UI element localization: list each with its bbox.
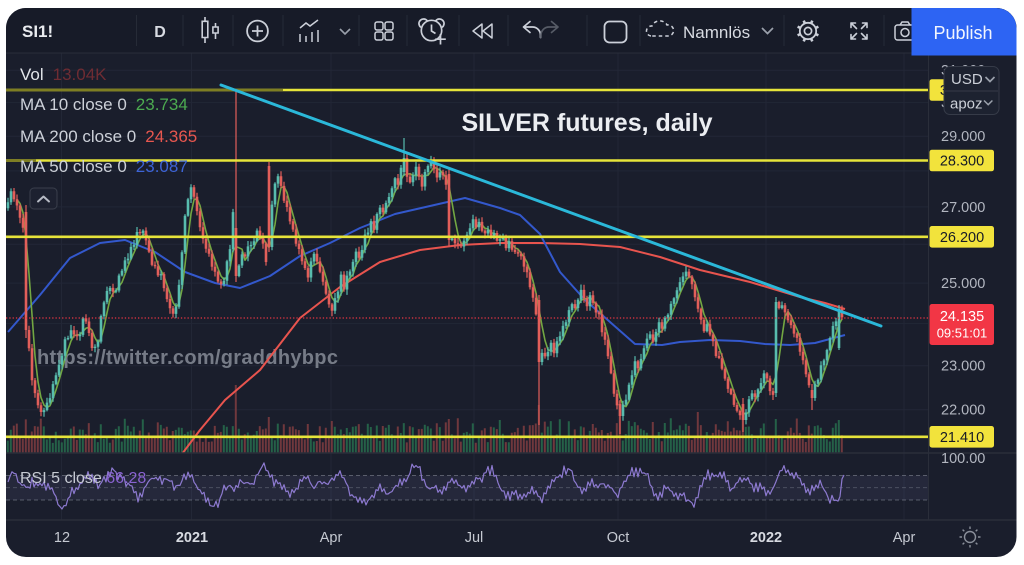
svg-text:SI1!: SI1!	[22, 22, 53, 41]
svg-text:apoz: apoz	[950, 96, 983, 113]
svg-text:28.300: 28.300	[940, 154, 984, 170]
svg-text:24.135: 24.135	[940, 309, 984, 325]
svg-text:21.410: 21.410	[940, 430, 984, 446]
svg-text:MA 50 close 023.087: MA 50 close 0 23.087	[20, 157, 188, 176]
svg-text:09:51:01: 09:51:01	[937, 326, 988, 341]
svg-text:USD: USD	[951, 71, 983, 88]
svg-text:D: D	[154, 24, 166, 41]
svg-text:23.000: 23.000	[941, 359, 985, 375]
svg-text:https://twitter.com/graddhybpc: https://twitter.com/graddhybpc	[37, 347, 338, 369]
svg-text:27.000: 27.000	[941, 200, 985, 216]
svg-text:2022: 2022	[750, 530, 782, 546]
svg-text:2021: 2021	[176, 530, 208, 546]
svg-text:29.000: 29.000	[941, 129, 985, 145]
svg-text:RSI 5 close 66.28: RSI 5 close 66.28	[20, 470, 146, 487]
svg-text:100.00: 100.00	[941, 451, 985, 467]
svg-text:Oct: Oct	[607, 530, 630, 546]
svg-text:26.200: 26.200	[940, 230, 984, 246]
svg-text:12: 12	[54, 530, 70, 546]
svg-text:Publish: Publish	[933, 23, 992, 43]
svg-text:SILVER futures, daily: SILVER futures, daily	[462, 109, 713, 137]
svg-text:MA 200 close 024.365: MA 200 close 0 24.365	[20, 127, 197, 146]
svg-text:MA 10 close 023.734: MA 10 close 0 23.734	[20, 95, 188, 114]
svg-text:25.000: 25.000	[941, 276, 985, 292]
svg-text:Apr: Apr	[320, 530, 343, 546]
svg-text:Namnlös: Namnlös	[683, 23, 750, 42]
svg-text:Apr: Apr	[893, 530, 916, 546]
svg-text:Jul: Jul	[465, 530, 484, 546]
svg-text:22.000: 22.000	[941, 403, 985, 419]
